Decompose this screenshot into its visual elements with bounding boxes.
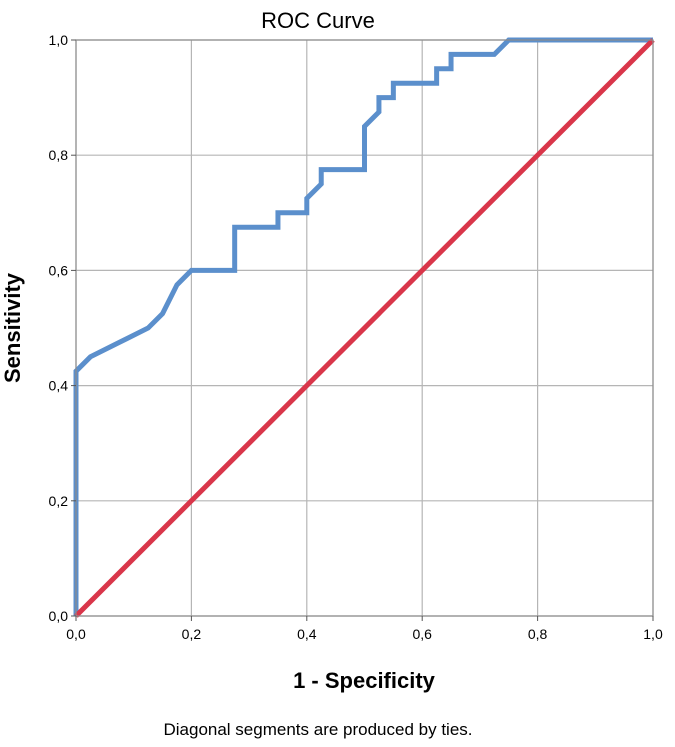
y-axis-title: Sensitivity	[0, 272, 25, 383]
footnote: Diagonal segments are produced by ties.	[163, 720, 472, 739]
y-tick-label: 0,4	[49, 378, 69, 394]
x-tick-label: 0,8	[528, 626, 548, 642]
roc-curve-line	[73, 37, 653, 616]
reference-diagonal-line	[74, 38, 655, 618]
x-tick-label: 0,0	[66, 626, 86, 642]
plot-frame	[75, 39, 654, 617]
x-axis-title: 1 - Specificity	[293, 668, 436, 693]
y-tick-label: 1,0	[49, 32, 69, 48]
y-tick-label: 0,6	[49, 262, 69, 278]
x-tick-label: 1,0	[643, 626, 663, 642]
y-tick-label: 0,2	[49, 493, 69, 509]
tick-layer: 0,0 0,2 0,4 0,6 0,8 1,0 0,0 0,2 0,4 0,6 0,8 1,0	[49, 32, 663, 642]
chart-title: ROC Curve	[261, 8, 375, 33]
x-tick-label: 0,4	[297, 626, 317, 642]
y-tick-label: 0,8	[49, 147, 69, 163]
x-tick-label: 0,6	[412, 626, 432, 642]
x-tick-label: 0,2	[182, 626, 202, 642]
y-tick-label: 0,0	[49, 608, 69, 624]
series-layer	[73, 37, 655, 618]
